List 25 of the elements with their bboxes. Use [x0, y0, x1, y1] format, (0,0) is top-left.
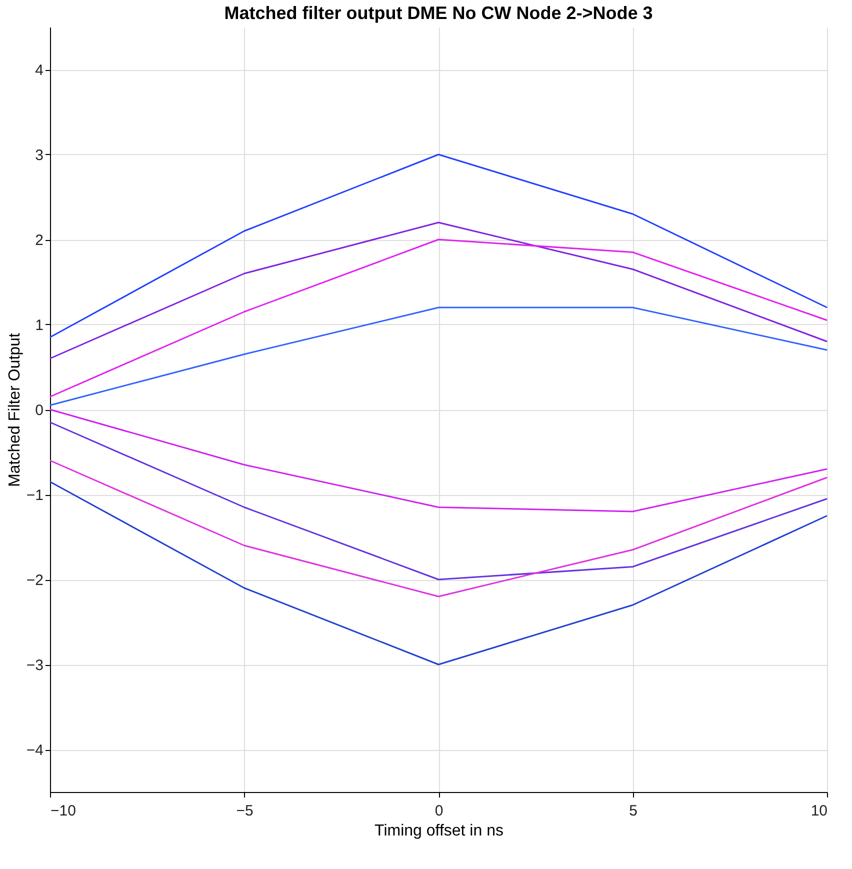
x-tick-label: 10	[810, 802, 828, 820]
y-axis-title: Matched Filter Output	[6, 332, 24, 487]
y-tick-label: 2	[35, 232, 44, 249]
line-series	[49, 154, 828, 338]
x-tick-label: −5	[236, 802, 254, 820]
x-tick-label: 5	[629, 802, 638, 820]
y-tick-label: −1	[26, 487, 44, 504]
y-tick-label: −4	[26, 742, 44, 759]
line-series	[49, 481, 828, 666]
line-series	[49, 222, 828, 360]
y-tick-label: −2	[26, 572, 44, 589]
line-series	[49, 306, 828, 406]
x-tick-label: 0	[434, 802, 444, 820]
line-series	[49, 408, 828, 512]
y-tick-label: 4	[35, 62, 44, 79]
chart-title: Matched filter output DME No CW Node 2->Node 3	[224, 3, 653, 23]
y-tick-label: 0	[35, 402, 44, 419]
x-axis-title: Timing offset in ns	[374, 822, 504, 840]
line-series	[49, 238, 828, 398]
line-series	[49, 460, 828, 598]
y-tick-label: 3	[35, 147, 44, 164]
y-tick-label: 1	[35, 317, 44, 334]
x-tick-label: −10	[50, 802, 76, 820]
line-series	[49, 422, 828, 580]
y-tick-label: −3	[26, 657, 44, 674]
